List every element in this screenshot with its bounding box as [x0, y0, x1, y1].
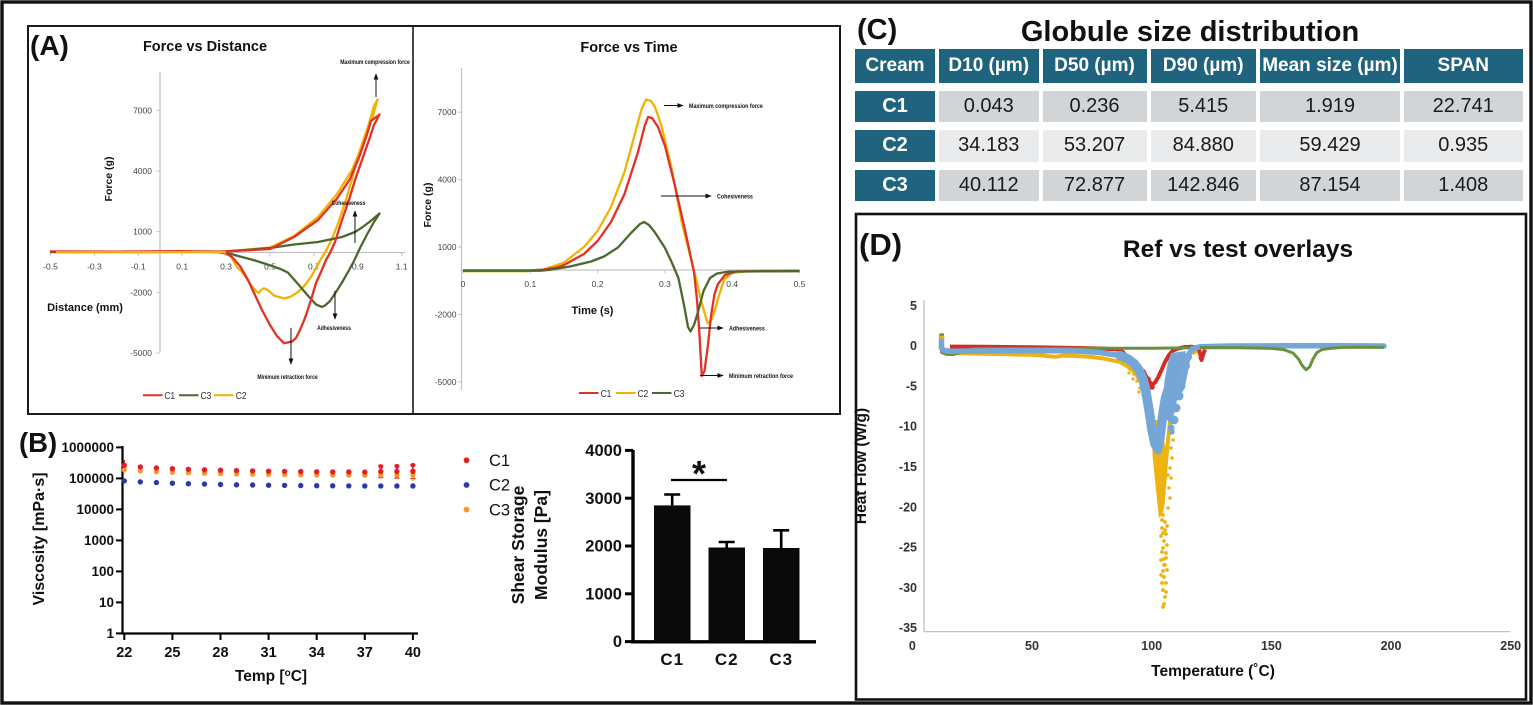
- svg-text:Minimum retraction force: Minimum retraction force: [257, 375, 317, 382]
- svg-text:31: 31: [261, 645, 277, 661]
- svg-text:Minimum retraction force: Minimum retraction force: [729, 373, 794, 379]
- svg-text:Heat Flow (W/g): Heat Flow (W/g): [853, 408, 870, 524]
- svg-text:-5000: -5000: [435, 377, 457, 387]
- svg-text:0.9: 0.9: [352, 262, 364, 272]
- svg-text:C2: C2: [715, 650, 739, 669]
- svg-text:4000: 4000: [133, 166, 152, 176]
- svg-text:1.1: 1.1: [396, 262, 408, 272]
- svg-text:-15: -15: [899, 460, 917, 474]
- svg-text:Adhesiveness: Adhesiveness: [729, 326, 765, 332]
- svg-text:*: *: [692, 453, 706, 494]
- svg-text:25: 25: [164, 645, 180, 661]
- svg-text:Force (g): Force (g): [103, 157, 115, 202]
- svg-text:1000: 1000: [585, 585, 622, 603]
- svg-text:5: 5: [910, 299, 917, 313]
- svg-text:-5000: -5000: [130, 348, 152, 358]
- svg-text:-30: -30: [899, 581, 917, 595]
- svg-text:Maximum compression force: Maximum compression force: [689, 103, 764, 109]
- svg-text:1: 1: [106, 626, 114, 641]
- svg-text:Shear Storage: Shear Storage: [508, 485, 528, 604]
- svg-text:3000: 3000: [585, 490, 622, 508]
- svg-text:50: 50: [1025, 639, 1039, 653]
- svg-text:C3: C3: [200, 390, 211, 402]
- svg-text:10: 10: [99, 595, 114, 610]
- svg-text:-0.3: -0.3: [87, 262, 102, 272]
- svg-text:Force vs Time: Force vs Time: [580, 40, 677, 56]
- svg-text:-0.5: -0.5: [43, 262, 58, 272]
- svg-text:C3: C3: [674, 388, 685, 400]
- svg-text:C1: C1: [660, 650, 684, 669]
- svg-text:0.3: 0.3: [220, 262, 232, 272]
- svg-text:1000: 1000: [133, 227, 152, 237]
- svg-text:Time (s): Time (s): [572, 305, 614, 317]
- svg-text:C2: C2: [236, 390, 247, 402]
- svg-text:-35: -35: [899, 621, 917, 635]
- svg-text:0.1: 0.1: [524, 279, 536, 289]
- svg-text:C2: C2: [638, 388, 649, 400]
- svg-text:-20: -20: [899, 500, 917, 514]
- svg-text:40: 40: [405, 645, 421, 661]
- svg-text:Modulus [Pa]: Modulus [Pa]: [531, 490, 551, 600]
- svg-text:22: 22: [116, 645, 132, 661]
- svg-text:Maximum compression force: Maximum compression force: [340, 60, 410, 67]
- svg-text:0: 0: [909, 639, 916, 653]
- svg-text:-2000: -2000: [435, 309, 457, 319]
- svg-text:-0.1: -0.1: [131, 262, 146, 272]
- svg-text:Temperature (˚C): Temperature (˚C): [1151, 663, 1275, 680]
- svg-text:Temp [oC]: Temp [oC]: [235, 668, 307, 685]
- svg-text:0.7: 0.7: [308, 262, 320, 272]
- svg-text:Force (g): Force (g): [422, 183, 434, 228]
- svg-text:(D): (D): [859, 227, 902, 262]
- svg-text:Force vs Distance: Force vs Distance: [143, 39, 267, 55]
- svg-text:C3: C3: [489, 501, 510, 519]
- svg-text:C1: C1: [164, 390, 175, 402]
- svg-text:0: 0: [910, 339, 917, 353]
- svg-text:-10: -10: [899, 420, 917, 434]
- svg-text:Cohesiveness: Cohesiveness: [332, 201, 366, 208]
- svg-text:100: 100: [1141, 639, 1162, 653]
- svg-text:0: 0: [613, 633, 622, 651]
- svg-text:C1: C1: [601, 388, 612, 400]
- svg-text:10000: 10000: [76, 502, 114, 517]
- svg-text:0.1: 0.1: [176, 262, 188, 272]
- svg-text:0.4: 0.4: [726, 279, 738, 289]
- svg-text:4000: 4000: [438, 175, 457, 185]
- svg-text:0.3: 0.3: [659, 279, 671, 289]
- svg-text:200: 200: [1381, 639, 1402, 653]
- svg-text:100000: 100000: [69, 471, 114, 486]
- svg-text:4000: 4000: [585, 442, 622, 460]
- svg-text:7000: 7000: [438, 107, 457, 117]
- svg-text:37: 37: [357, 645, 373, 661]
- svg-text:250: 250: [1500, 639, 1521, 653]
- svg-text:28: 28: [212, 645, 228, 661]
- svg-text:150: 150: [1261, 639, 1282, 653]
- svg-text:1000: 1000: [84, 533, 114, 548]
- svg-text:Adhesiveness: Adhesiveness: [317, 326, 351, 333]
- svg-text:Distance (mm): Distance (mm): [47, 302, 123, 314]
- svg-text:C1: C1: [489, 452, 510, 470]
- svg-text:Ref vs test overlays: Ref vs test overlays: [1123, 236, 1353, 263]
- svg-text:0.2: 0.2: [592, 279, 604, 289]
- svg-text:C3: C3: [769, 650, 793, 669]
- svg-text:1000: 1000: [438, 242, 457, 252]
- svg-text:100: 100: [91, 564, 114, 579]
- svg-text:(B): (B): [19, 427, 57, 458]
- svg-text:7000: 7000: [133, 105, 152, 115]
- svg-text:0.5: 0.5: [794, 279, 806, 289]
- svg-text:Cohesiveness: Cohesiveness: [717, 194, 753, 200]
- svg-text:0: 0: [461, 279, 466, 289]
- svg-text:34: 34: [309, 645, 325, 661]
- svg-text:2000: 2000: [585, 538, 622, 556]
- svg-text:Viscosity [mPa·s]: Viscosity [mPa·s]: [31, 472, 48, 605]
- svg-text:-2000: -2000: [130, 287, 152, 297]
- svg-text:C2: C2: [489, 477, 510, 495]
- svg-text:(A): (A): [30, 30, 69, 61]
- svg-text:-25: -25: [899, 541, 917, 555]
- svg-text:-5: -5: [906, 379, 917, 393]
- svg-text:1000000: 1000000: [61, 440, 114, 455]
